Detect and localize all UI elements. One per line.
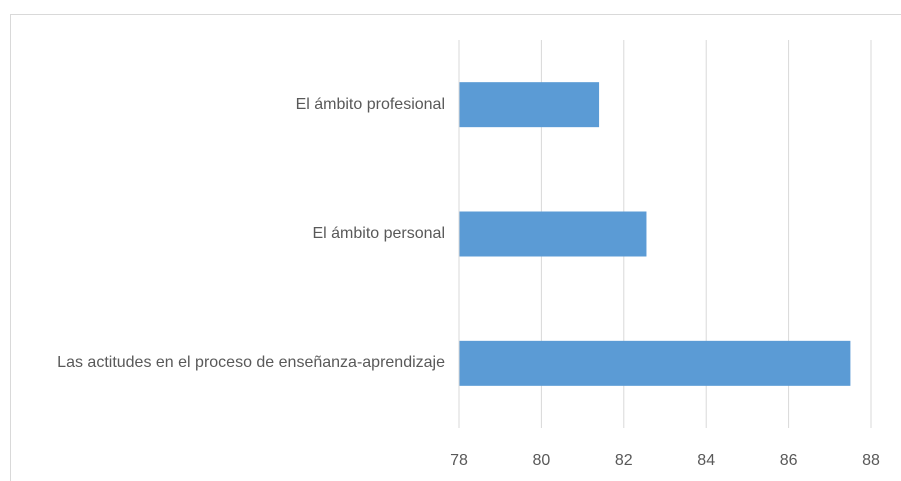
bar (459, 340, 851, 386)
category-label-box: El ámbito profesional (5, 75, 445, 135)
x-tick-label: 80 (533, 452, 551, 469)
bar (459, 211, 647, 257)
bar (459, 82, 600, 128)
y-tick-label: Las actitudes en el proceso de enseñanza… (57, 354, 445, 372)
category-label-box: Las actitudes en el proceso de enseñanza… (5, 333, 445, 393)
category-label-box: El ámbito personal (5, 204, 445, 264)
x-tick-label: 82 (615, 452, 633, 469)
chart-border (10, 14, 901, 481)
y-tick-label: El ámbito personal (312, 225, 445, 242)
x-tick-label: 88 (862, 452, 880, 469)
x-tick-label: 78 (450, 452, 468, 469)
x-tick-label: 84 (697, 452, 715, 469)
x-tick-label: 86 (780, 452, 798, 469)
y-tick-label: El ámbito profesional (295, 95, 445, 113)
